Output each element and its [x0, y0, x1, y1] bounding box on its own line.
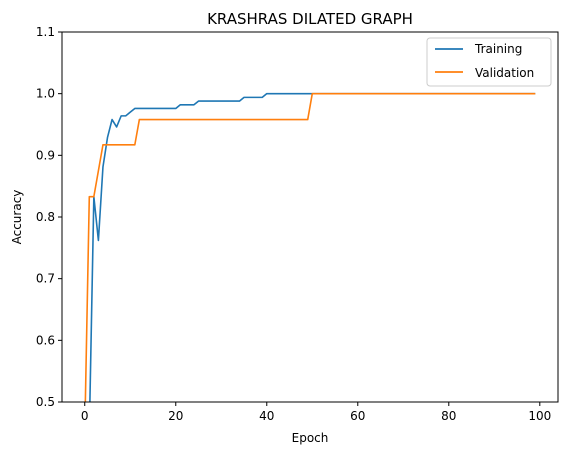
x-axis-label: Epoch — [292, 431, 329, 445]
x-tick-label: 20 — [168, 409, 183, 423]
x-tick-label: 0 — [81, 409, 89, 423]
y-tick-label: 0.5 — [36, 395, 55, 409]
y-tick-label: 0.9 — [36, 148, 55, 162]
y-tick-label: 1.0 — [36, 87, 55, 101]
x-tick-label: 80 — [441, 409, 456, 423]
plot-background — [62, 32, 558, 402]
x-axis-ticks: 0 20 40 60 80 100 — [81, 402, 551, 423]
y-axis-label: Accuracy — [10, 190, 24, 245]
series-line-validation — [84, 92, 536, 402]
y-tick-label: 1.1 — [36, 25, 55, 39]
y-tick-label: 0.6 — [36, 333, 55, 347]
y-tick-label: 0.8 — [36, 210, 55, 224]
series-layer — [84, 92, 536, 402]
chart-title: KRASHRAS DILATED GRAPH — [207, 10, 413, 28]
legend-label-training: Training — [474, 42, 522, 56]
legend: Training Validation — [426, 37, 552, 87]
y-tick-label: 0.7 — [36, 272, 55, 286]
legend-box — [426, 37, 552, 87]
legend-label-validation: Validation — [475, 66, 534, 80]
series-line-training — [89, 92, 536, 402]
x-tick-label: 60 — [350, 409, 365, 423]
x-tick-label: 40 — [259, 409, 274, 423]
x-tick-label: 100 — [528, 409, 551, 423]
y-axis-ticks: 0.5 0.6 0.7 0.8 0.9 1.0 1.1 — [36, 25, 62, 409]
